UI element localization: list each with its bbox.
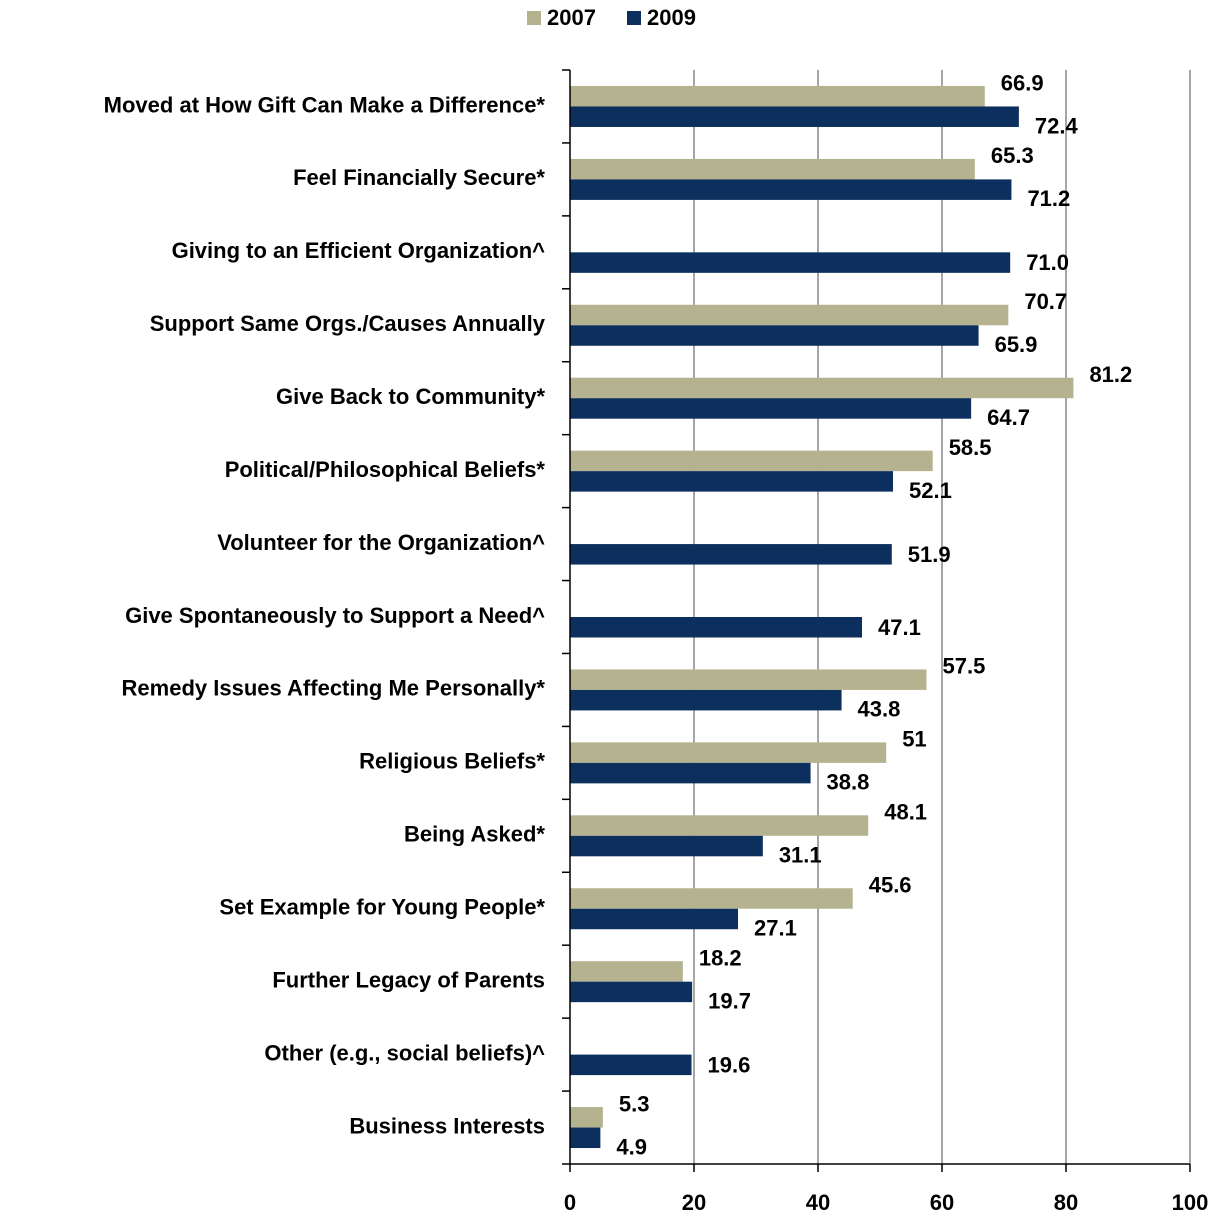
value-label: 58.5 <box>949 435 992 460</box>
bar <box>570 450 933 472</box>
value-label: 19.7 <box>708 988 751 1013</box>
bar <box>570 325 979 346</box>
bar <box>570 377 1074 399</box>
bar <box>570 471 894 492</box>
value-label: 43.8 <box>858 697 901 722</box>
y-tick-label: Set Example for Young People* <box>219 895 545 920</box>
y-tick-label: Other (e.g., social beliefs)^ <box>264 1040 545 1065</box>
bar <box>570 85 985 107</box>
value-label: 70.7 <box>1024 289 1067 314</box>
value-label: 18.2 <box>699 945 742 970</box>
value-label: 71.2 <box>1027 186 1070 211</box>
legend-swatch <box>627 11 641 25</box>
value-label: 45.6 <box>869 873 912 898</box>
value-label: 66.9 <box>1001 70 1044 95</box>
bar <box>570 689 842 711</box>
legend-label: 2009 <box>647 5 696 30</box>
bar <box>570 544 892 565</box>
bar <box>570 981 693 1003</box>
value-label: 72.4 <box>1035 113 1079 138</box>
value-label: 48.1 <box>884 800 927 825</box>
bar <box>570 398 972 419</box>
value-label: 52.1 <box>909 478 952 503</box>
bar <box>570 1107 603 1128</box>
bar <box>570 106 1019 127</box>
y-tick-label: Business Interests <box>349 1113 545 1138</box>
x-tick-label: 20 <box>682 1190 706 1215</box>
y-tick-label: Remedy Issues Affecting Me Personally* <box>122 676 546 701</box>
value-label: 4.9 <box>616 1134 647 1159</box>
value-label: 57.5 <box>943 654 986 679</box>
x-tick-label: 60 <box>930 1190 954 1215</box>
value-label: 38.8 <box>827 770 870 795</box>
value-label: 47.1 <box>878 615 921 640</box>
bar <box>570 762 811 784</box>
y-tick-label: Being Asked* <box>404 822 545 847</box>
value-label: 65.9 <box>995 332 1038 357</box>
x-tick-label: 80 <box>1054 1190 1078 1215</box>
bar <box>570 158 975 180</box>
value-label: 19.6 <box>708 1052 751 1077</box>
y-tick-label: Give Back to Community* <box>276 384 545 409</box>
bar <box>570 961 683 982</box>
x-tick-label: 0 <box>564 1190 576 1215</box>
value-label: 27.1 <box>754 916 797 941</box>
bar <box>570 742 887 763</box>
value-label: 31.1 <box>779 843 822 868</box>
x-tick-label: 40 <box>806 1190 830 1215</box>
bar <box>570 888 853 909</box>
bar <box>570 669 927 690</box>
bar <box>570 835 763 857</box>
x-tick-label: 100 <box>1172 1190 1209 1215</box>
y-tick-label: Moved at How Gift Can Make a Difference* <box>104 92 546 117</box>
legend-swatch <box>527 11 541 25</box>
legend-label: 2007 <box>547 5 596 30</box>
bar <box>570 1054 692 1076</box>
y-tick-label: Volunteer for the Organization^ <box>217 530 545 555</box>
y-tick-label: Support Same Orgs./Causes Annually <box>150 311 546 336</box>
value-label: 65.3 <box>991 143 1034 168</box>
value-label: 5.3 <box>619 1091 650 1116</box>
y-tick-label: Feel Financially Secure* <box>293 165 545 190</box>
value-label: 51.9 <box>908 542 951 567</box>
value-label: 81.2 <box>1089 362 1132 387</box>
bar <box>570 252 1011 273</box>
y-tick-label: Giving to an Efficient Organization^ <box>172 238 546 263</box>
bar <box>570 179 1012 200</box>
y-tick-label: Give Spontaneously to Support a Need^ <box>125 603 545 628</box>
value-label: 71.0 <box>1026 250 1069 275</box>
y-tick-label: Political/Philosophical Beliefs* <box>225 457 546 482</box>
bar <box>570 304 1009 326</box>
y-tick-label: Further Legacy of Parents <box>272 967 545 992</box>
value-label: 64.7 <box>987 405 1030 430</box>
bar <box>570 908 739 930</box>
y-tick-label: Religious Beliefs* <box>359 749 545 774</box>
bar <box>570 815 869 836</box>
bar <box>570 1127 601 1149</box>
value-label: 51 <box>902 727 926 752</box>
bar <box>570 617 863 638</box>
